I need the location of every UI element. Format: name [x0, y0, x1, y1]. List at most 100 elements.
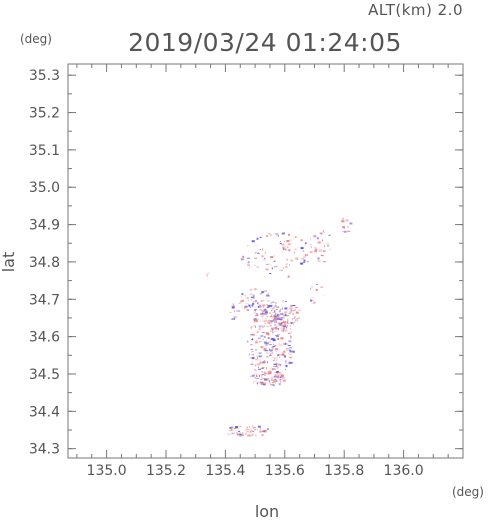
echo-point	[247, 340, 249, 343]
echo-point	[261, 371, 264, 373]
y-tick-label: 34.4	[29, 404, 60, 420]
echo-point	[280, 241, 281, 242]
echo-point	[264, 372, 266, 374]
echo-point	[270, 320, 274, 323]
echo-point	[273, 306, 275, 309]
echo-point	[270, 256, 274, 259]
echo-point	[269, 353, 271, 356]
echo-point	[294, 248, 297, 250]
echo-point	[288, 233, 290, 236]
echo-point	[279, 317, 281, 319]
echo-point	[276, 306, 280, 308]
echo-point	[290, 331, 292, 333]
echo-point	[342, 231, 344, 233]
echo-point	[315, 288, 318, 291]
echo-point	[259, 236, 262, 238]
echo-point	[310, 299, 312, 302]
echo-point	[290, 335, 292, 337]
echo-point	[269, 304, 273, 307]
echo-point	[254, 373, 258, 376]
echo-point	[292, 310, 296, 312]
echo-point	[263, 370, 266, 372]
echo-point	[317, 260, 321, 262]
echo-point	[247, 434, 251, 437]
echo-point	[292, 350, 295, 353]
echo-point	[274, 331, 276, 333]
echo-point	[254, 380, 258, 382]
echo-point	[251, 425, 254, 428]
echo-point	[267, 300, 271, 302]
echo-point	[269, 295, 270, 297]
echo-point	[264, 322, 267, 324]
x-axis-label: lon	[255, 502, 279, 521]
echo-point	[259, 428, 261, 431]
echo-point	[259, 362, 262, 364]
echo-point	[283, 267, 284, 269]
echo-point	[239, 432, 241, 434]
echo-point	[345, 219, 349, 222]
echo-point	[260, 293, 262, 295]
echo-point	[286, 259, 289, 261]
echo-point	[273, 376, 277, 378]
echo-point	[285, 320, 287, 322]
echo-point	[343, 227, 346, 229]
echo-point	[263, 363, 265, 365]
echo-point	[271, 267, 273, 270]
echo-point	[315, 248, 318, 251]
echo-point	[257, 302, 259, 305]
echo-point	[259, 375, 260, 377]
echo-point	[264, 252, 266, 255]
echo-point	[310, 246, 312, 248]
echo-point	[257, 314, 259, 317]
echo-point	[261, 332, 265, 334]
echo-point	[270, 368, 272, 370]
echo-point	[294, 251, 295, 254]
echo-point	[278, 349, 280, 351]
echo-point	[288, 361, 291, 363]
echo-point	[274, 374, 277, 377]
echo-point	[280, 378, 283, 381]
echo-point	[259, 249, 261, 250]
echo-point	[255, 325, 256, 328]
echo-point	[285, 321, 289, 323]
echo-point	[228, 312, 232, 313]
echo-point	[245, 303, 249, 304]
echo-point	[270, 384, 274, 386]
echo-point	[284, 364, 287, 366]
echo-point	[273, 368, 276, 371]
echo-point	[251, 304, 254, 307]
echo-point	[206, 272, 210, 274]
echo-point	[288, 313, 291, 315]
echo-point	[279, 378, 283, 380]
echo-point	[269, 316, 273, 318]
echo-point	[231, 306, 235, 309]
echo-point	[300, 262, 304, 265]
echo-point	[285, 360, 287, 363]
echo-point	[251, 357, 255, 360]
echo-point	[237, 428, 239, 429]
echo-point	[266, 263, 270, 265]
echo-point	[288, 352, 290, 354]
echo-point	[279, 344, 283, 347]
echo-point	[261, 368, 264, 369]
echo-point	[342, 217, 344, 219]
echo-point	[255, 320, 257, 323]
echo-point	[269, 371, 272, 374]
echo-point	[253, 318, 256, 321]
echo-point	[279, 324, 282, 326]
echo-point	[268, 233, 271, 235]
echo-point	[273, 312, 276, 313]
y-tick-label: 35.1	[29, 143, 60, 159]
echo-point	[289, 264, 290, 266]
echo-point	[284, 311, 287, 314]
axis-ticks: 135.0 135.2 135.4 135.6 135.8 136.0 34.3 34.4 34…	[29, 64, 463, 479]
echo-point	[250, 334, 254, 336]
plot-frame	[67, 63, 464, 459]
echo-point	[294, 316, 296, 319]
echo-point	[251, 354, 254, 356]
echo-point	[262, 299, 265, 301]
echo-point	[279, 315, 281, 318]
echo-point	[272, 368, 274, 371]
echo-point	[318, 248, 320, 250]
echo-point	[274, 364, 277, 365]
